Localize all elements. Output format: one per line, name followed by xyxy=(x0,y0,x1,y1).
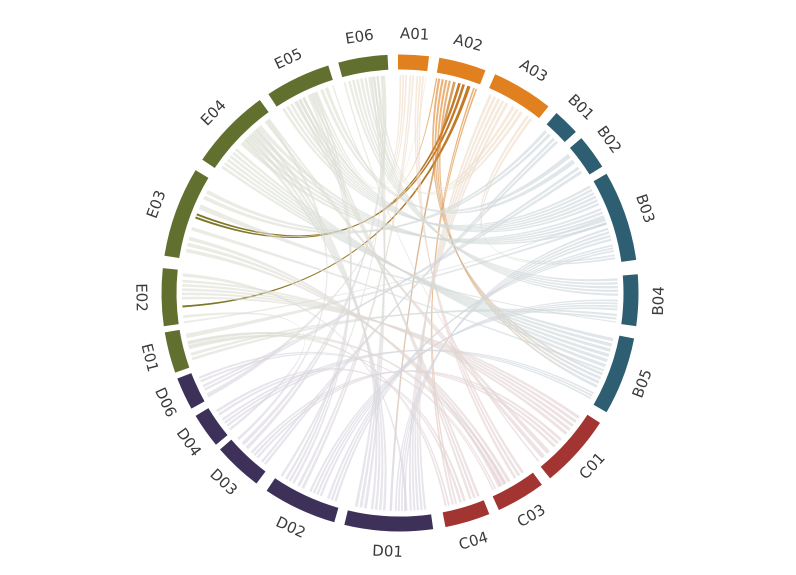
segment-label-E06: E06 xyxy=(344,26,375,48)
segment-label-E02: E02 xyxy=(132,283,150,312)
chord-B03-E04 xyxy=(258,125,607,245)
chord-C01-D03 xyxy=(250,370,556,454)
segment-label-C03: C03 xyxy=(514,500,549,531)
segment-label-A03: A03 xyxy=(516,55,550,86)
chord-ribbons-layer xyxy=(181,74,618,511)
segment-arcs-layer xyxy=(161,54,639,532)
segment-arc-E05 xyxy=(268,65,333,107)
segment-arc-C01 xyxy=(540,414,601,479)
chord-B03-D02 xyxy=(326,250,615,500)
chord-C01-E04 xyxy=(267,118,546,459)
segment-arc-D01 xyxy=(344,510,434,532)
segment-label-D01: D01 xyxy=(372,541,403,560)
segment-arc-A03 xyxy=(489,74,549,119)
chord-A01-E05 xyxy=(315,75,407,189)
segment-arc-D03 xyxy=(220,439,266,484)
segment-arc-D02 xyxy=(266,478,339,523)
segment-label-E05: E05 xyxy=(272,45,306,74)
segment-label-D04: D04 xyxy=(173,424,205,459)
segment-arc-E03 xyxy=(164,170,209,259)
segment-arc-A02 xyxy=(436,57,486,85)
segment-label-D06: D06 xyxy=(151,385,180,420)
segment-label-E04: E04 xyxy=(197,96,230,129)
segment-label-B05: B05 xyxy=(629,367,656,401)
segment-label-B04: B04 xyxy=(649,286,668,316)
chord-B05-E03 xyxy=(191,226,605,372)
segment-label-B03: B03 xyxy=(632,192,659,226)
segment-label-E03: E03 xyxy=(143,188,170,221)
segment-arc-E01 xyxy=(164,329,190,373)
segment-label-A02: A02 xyxy=(452,30,485,55)
segment-arc-E02 xyxy=(161,268,179,327)
chord-D01-E06 xyxy=(354,76,386,507)
segment-arc-C04 xyxy=(442,500,490,528)
segment-label-B02: B02 xyxy=(593,122,625,156)
chord-E01-B03 xyxy=(185,222,607,339)
segment-label-C04: C04 xyxy=(457,528,490,554)
segment-arc-B04 xyxy=(621,274,639,327)
segment-arc-A01 xyxy=(397,54,430,72)
segment-arc-E04 xyxy=(202,100,269,169)
segment-arc-D04 xyxy=(195,408,228,445)
segment-arc-B05 xyxy=(593,335,635,413)
segment-arc-D06 xyxy=(177,373,205,409)
segment-arc-E06 xyxy=(338,54,389,78)
chord-A03-B03 xyxy=(479,115,615,263)
segment-arc-C03 xyxy=(492,472,542,511)
segment-label-D03: D03 xyxy=(206,465,241,499)
segment-arc-B02 xyxy=(569,138,603,175)
segment-label-C01: C01 xyxy=(576,449,609,483)
segment-label-E01: E01 xyxy=(137,342,162,374)
segment-arc-B03 xyxy=(593,173,637,262)
chord-A03-B03 xyxy=(481,118,616,265)
segment-label-B01: B01 xyxy=(564,90,598,123)
segment-label-D02: D02 xyxy=(273,513,308,542)
segment-arc-B01 xyxy=(546,113,576,143)
segment-label-A01: A01 xyxy=(400,24,430,44)
